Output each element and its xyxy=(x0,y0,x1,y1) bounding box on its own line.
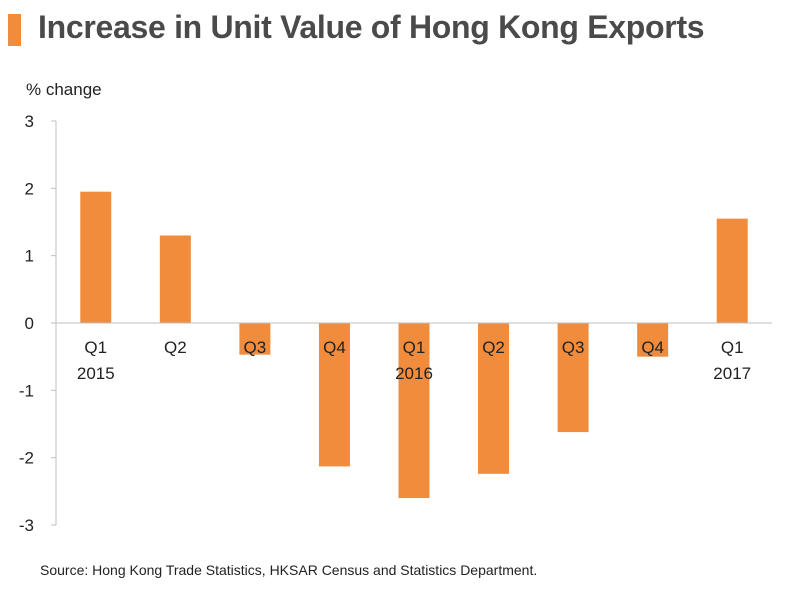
x-tick-label: Q1 xyxy=(403,338,426,357)
x-tick-label: Q4 xyxy=(323,338,346,357)
x-tick-label: Q2 xyxy=(164,338,187,357)
y-tick-label: 1 xyxy=(25,247,34,266)
y-tick-label: -2 xyxy=(19,449,34,468)
y-tick-label: 2 xyxy=(25,179,34,198)
bar xyxy=(239,323,271,355)
title-accent-bar xyxy=(8,14,21,46)
bar xyxy=(557,323,589,433)
y-tick-label: -3 xyxy=(19,516,34,535)
bar xyxy=(159,235,191,323)
bar xyxy=(80,191,112,323)
bar xyxy=(398,323,430,499)
x-year-label: 2016 xyxy=(395,364,433,383)
x-tick-label: Q2 xyxy=(482,338,505,357)
y-tick-label: -1 xyxy=(19,381,34,400)
bar xyxy=(318,323,350,467)
x-tick-label: Q3 xyxy=(562,338,585,357)
bar xyxy=(478,323,510,474)
x-year-label: 2015 xyxy=(77,364,115,383)
x-tick-label: Q4 xyxy=(641,338,664,357)
chart-title: Increase in Unit Value of Hong Kong Expo… xyxy=(38,9,705,45)
source-note: Source: Hong Kong Trade Statistics, HKSA… xyxy=(40,562,538,578)
y-axis-label: % change xyxy=(26,80,102,99)
x-year-label: 2017 xyxy=(713,364,751,383)
x-tick-label: Q1 xyxy=(84,338,107,357)
y-tick-label: 0 xyxy=(25,314,34,333)
bar xyxy=(716,218,748,323)
x-tick-label: Q1 xyxy=(721,338,744,357)
bar xyxy=(637,323,669,357)
y-tick-label: 3 xyxy=(25,112,34,131)
x-tick-label: Q3 xyxy=(244,338,267,357)
